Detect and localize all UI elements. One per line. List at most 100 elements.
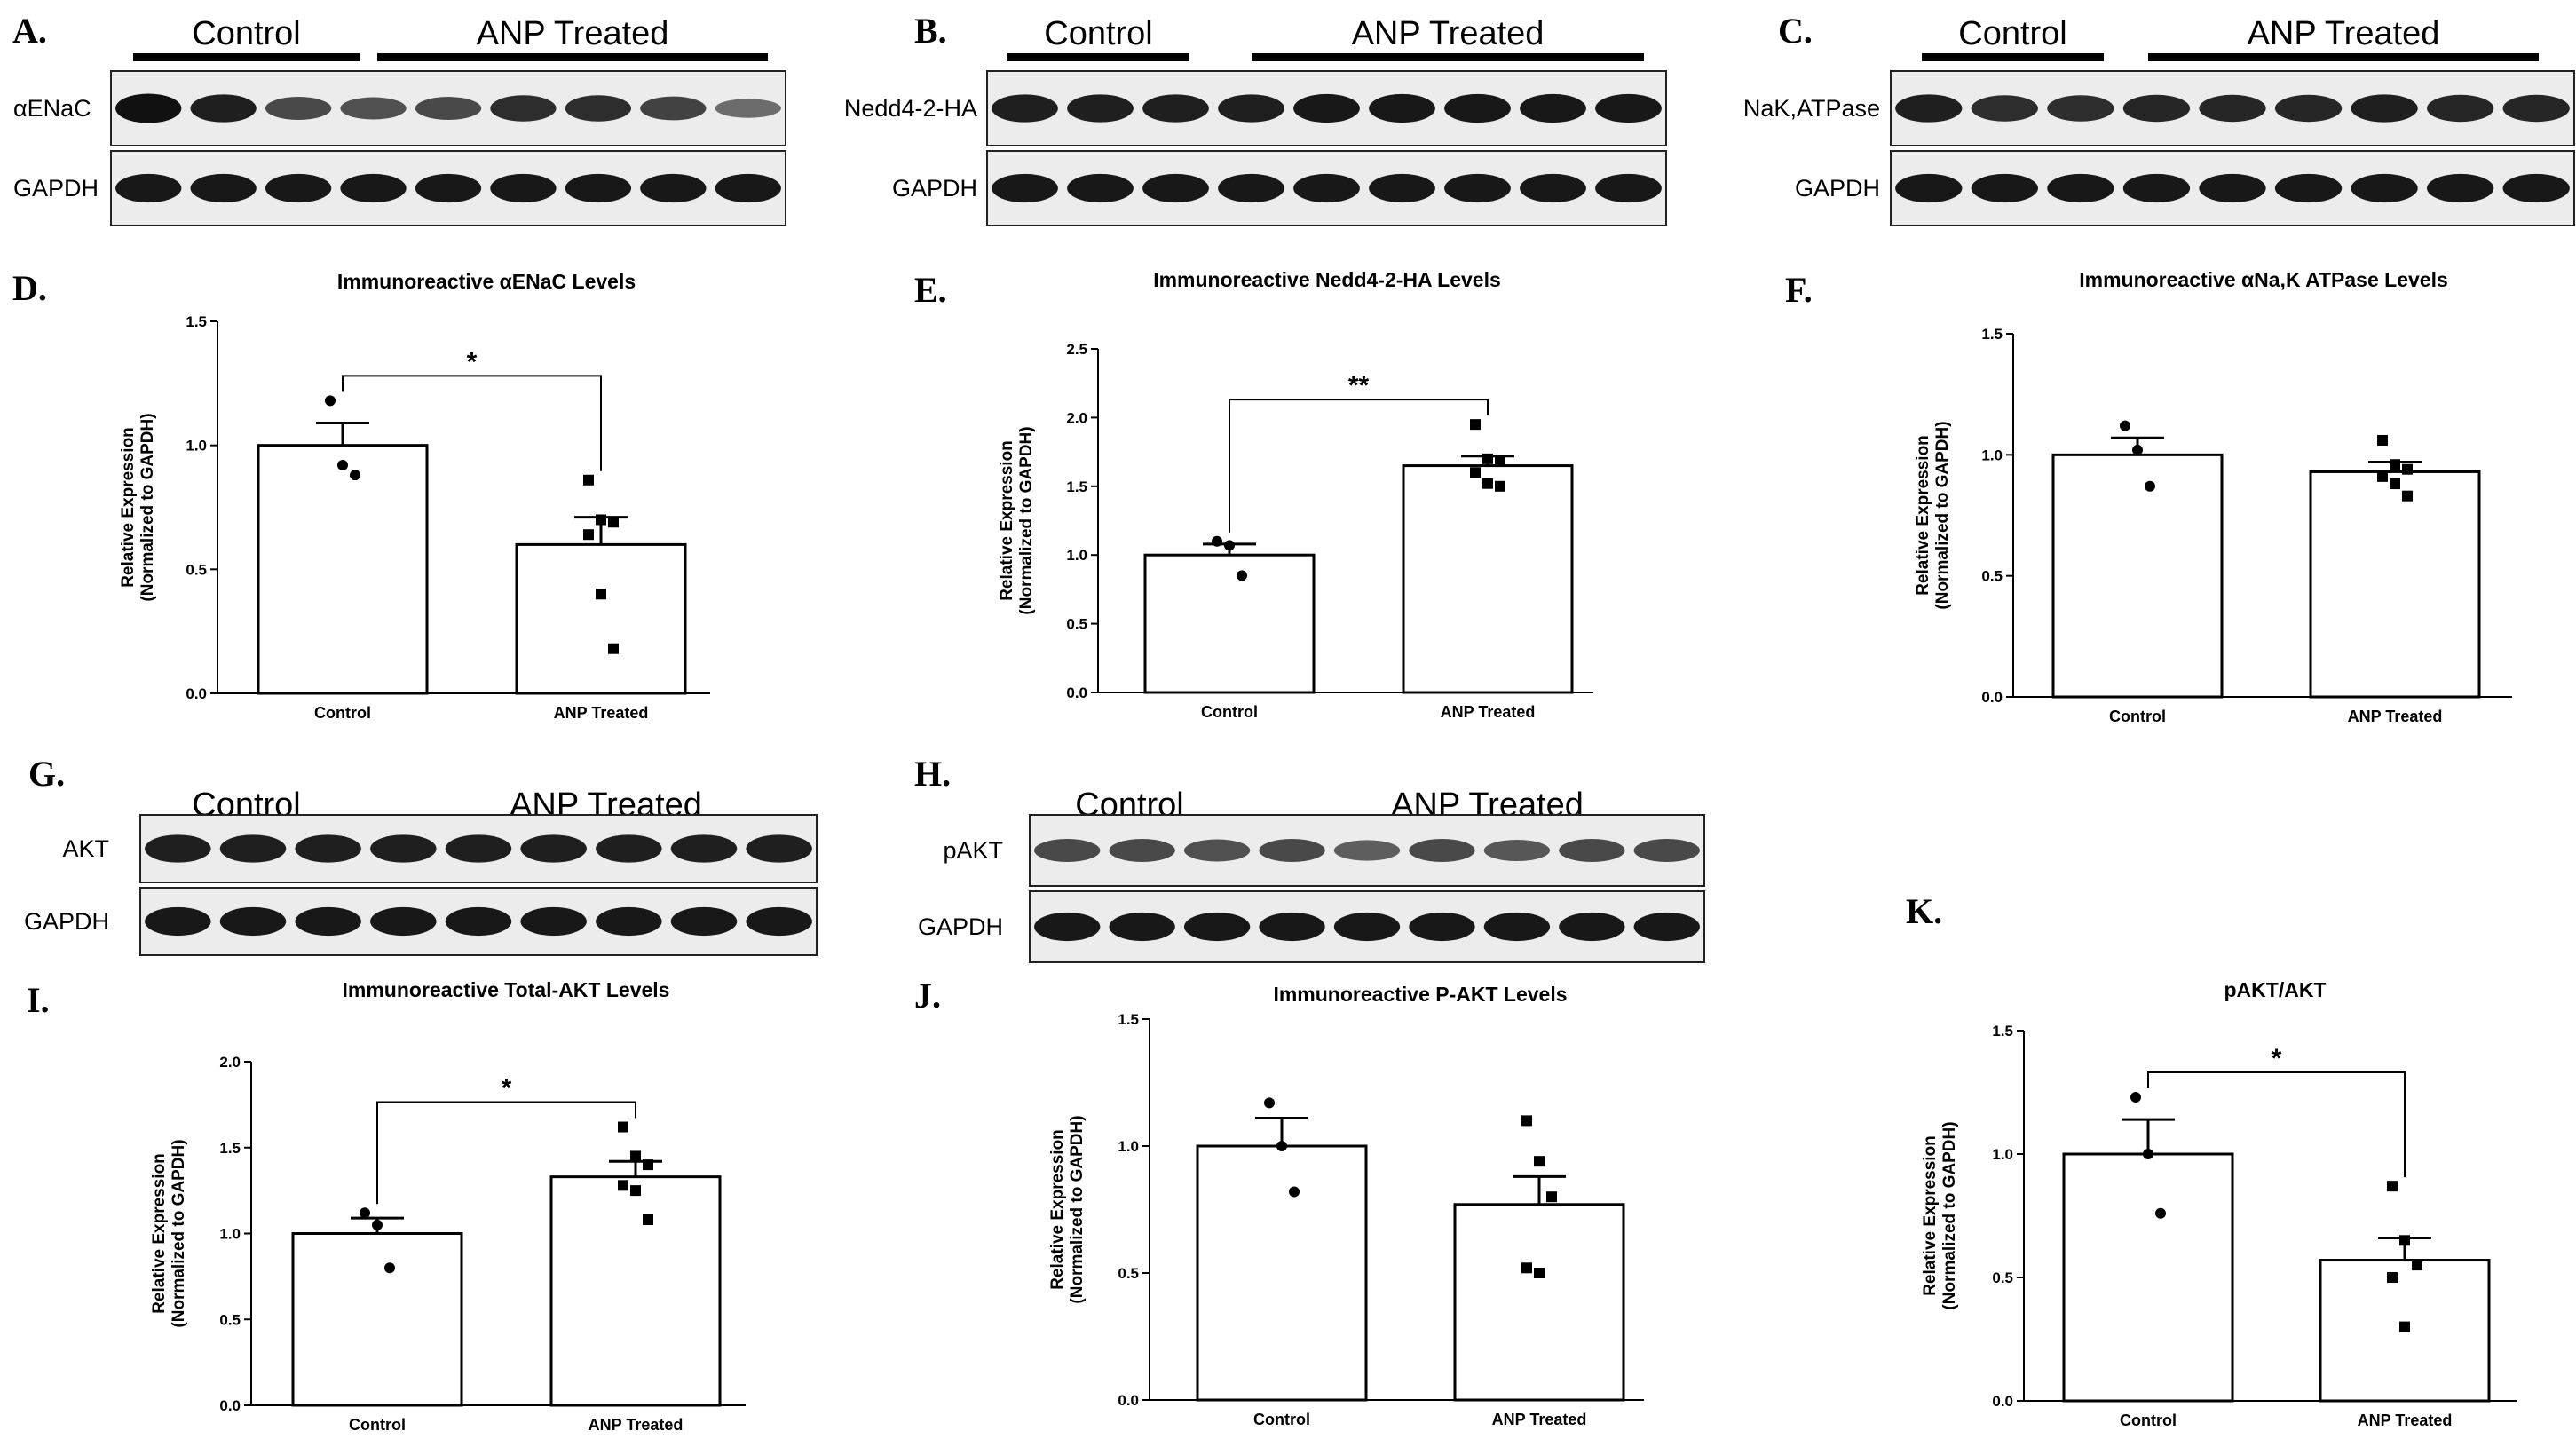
data-point — [596, 514, 606, 526]
y-tick-label: 2.0 — [1066, 409, 1087, 426]
bar — [1143, 553, 1316, 694]
blot-band — [1369, 93, 1435, 123]
bar — [515, 542, 687, 695]
blot-band — [1109, 912, 1175, 942]
blot-band — [1142, 173, 1209, 203]
blot-a: A. Control ANP Treated αENaC GAPDH — [12, 11, 786, 226]
significance-marker: * — [2272, 1044, 2282, 1073]
data-point — [1289, 1186, 1300, 1198]
y-tick-label: 1.5 — [1118, 1011, 1139, 1028]
x-category-label: ANP Treated — [2358, 1411, 2453, 1429]
blot-band — [415, 173, 482, 203]
data-point — [608, 643, 619, 654]
blot-band — [145, 834, 211, 863]
y-tick-label: 0.0 — [186, 685, 207, 702]
blot-band — [715, 99, 781, 118]
blot-band — [992, 173, 1058, 203]
blot-band — [746, 906, 812, 937]
blot-band — [1409, 839, 1475, 862]
blot-band — [992, 94, 1058, 123]
blot-band — [1183, 912, 1251, 942]
blot-band — [596, 834, 662, 863]
blot-band — [1034, 839, 1101, 862]
chart-f: F. Immunoreactive αNa,K ATPase Levels Rela… — [1785, 268, 2512, 725]
x-category-label: Control — [2120, 1411, 2177, 1429]
blot-band — [2199, 173, 2266, 203]
blot-group-label: ANP Treated — [477, 15, 669, 52]
blot-band — [490, 173, 557, 203]
y-axis-label-line: Relative Expression — [150, 1153, 169, 1314]
data-point — [630, 1185, 641, 1197]
data-point — [1521, 1115, 1532, 1127]
blot-band — [565, 173, 632, 203]
y-tick-label: 0.0 — [219, 1397, 241, 1414]
data-point — [2390, 478, 2400, 490]
data-point — [1237, 570, 1247, 581]
y-axis-label: Relative Expression(Normalized to GAPDH) — [1914, 421, 1952, 609]
blot-band — [520, 906, 587, 937]
data-point — [2402, 463, 2413, 475]
blot-row-label: NaK,ATPase — [1743, 95, 1880, 122]
blot-row-label: αENaC — [13, 95, 91, 122]
blot-band — [1218, 173, 1284, 203]
x-category-label: Control — [2109, 708, 2166, 725]
panel-letter: F. — [1785, 270, 1813, 310]
blot-band — [1067, 94, 1134, 123]
blot-band — [1595, 173, 1662, 203]
y-axis-label: Relative Expression(Normalized to GAPDH) — [998, 426, 1036, 614]
y-tick-label: 1.0 — [219, 1226, 241, 1243]
blot-band — [2047, 95, 2114, 122]
data-point — [350, 470, 360, 481]
data-point — [643, 1159, 653, 1171]
chart-title: Immunoreactive Total-AKT Levels — [343, 978, 670, 1001]
blot-band — [2122, 173, 2191, 203]
blot-band — [1293, 93, 1360, 123]
data-point — [325, 395, 336, 407]
data-point — [1546, 1191, 1557, 1203]
data-point — [583, 474, 594, 486]
blot-band — [596, 906, 662, 937]
blot-b: B. Control ANP Treated Nedd4-2-HA GAPDH — [844, 11, 1667, 226]
data-point — [384, 1262, 395, 1274]
blot-group-label: ANP Treated — [1352, 15, 1545, 52]
x-category-label: ANP Treated — [2348, 708, 2443, 725]
panel-letter: E. — [914, 270, 947, 310]
blot-band — [265, 173, 332, 203]
blot-band — [1483, 839, 1551, 862]
blot-band — [1971, 95, 2038, 122]
panel-letter: D. — [12, 268, 47, 308]
blot-band — [145, 906, 211, 937]
data-point — [360, 1207, 370, 1219]
data-point — [337, 460, 348, 471]
blot-band — [2502, 94, 2570, 123]
significance-bracket — [1229, 399, 1489, 533]
data-point — [1224, 540, 1235, 551]
data-point — [630, 1150, 641, 1162]
data-point — [2120, 420, 2130, 431]
blot-band — [2274, 94, 2343, 123]
x-category-label: Control — [1201, 703, 1258, 721]
bar — [291, 1232, 463, 1407]
blot-band — [1971, 173, 2038, 203]
panel-letter-h: H. — [914, 754, 951, 794]
y-tick-label: 1.5 — [186, 313, 207, 330]
blot-band — [670, 906, 738, 937]
y-tick-label: 0.5 — [186, 561, 207, 578]
blot-band — [1333, 840, 1401, 861]
chart-title: Immunoreactive Nedd4-2-HA Levels — [1153, 268, 1501, 291]
bar — [1196, 1144, 1368, 1402]
blot-group-bar — [1252, 53, 1644, 61]
significance-bracket — [376, 1101, 636, 1205]
chart-d: D. Immunoreactive αENaC Levels Relative Ex… — [12, 268, 710, 722]
blot-band — [640, 173, 707, 203]
blot-band — [640, 96, 707, 121]
blot-band — [1333, 912, 1401, 942]
data-point — [1521, 1262, 1532, 1274]
data-point — [1495, 455, 1505, 467]
chart-j: J. Immunoreactive P-AKT Levels Relative Ex… — [914, 976, 1644, 1428]
blot-band — [1559, 912, 1625, 942]
panel-letter-g: G. — [28, 754, 65, 794]
y-tick-label: 1.5 — [1992, 1023, 2013, 1040]
data-point — [1482, 453, 1493, 464]
blot-band — [1034, 912, 1101, 942]
